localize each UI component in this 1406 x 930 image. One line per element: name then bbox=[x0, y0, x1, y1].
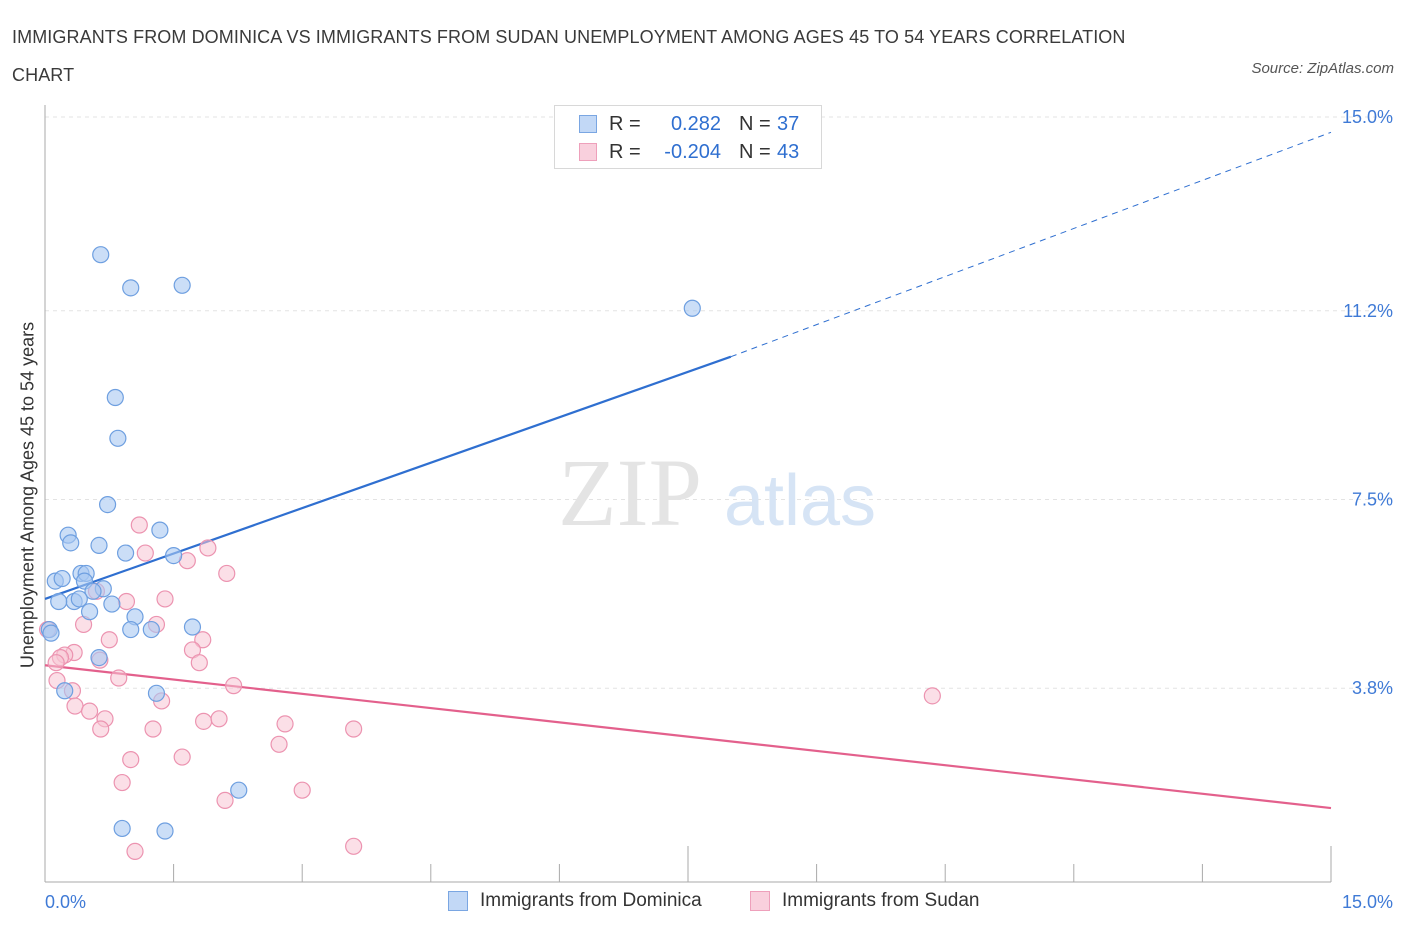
n-label: N = bbox=[739, 112, 771, 135]
watermark-zip: ZIP bbox=[558, 439, 702, 546]
trend-line-sudan bbox=[44, 664, 1332, 810]
data-point-dominica bbox=[165, 546, 183, 565]
data-point-dominica bbox=[109, 429, 127, 447]
data-point-dominica bbox=[62, 534, 80, 552]
legend-item-dominica[interactable]: Immigrants from Dominica bbox=[448, 890, 702, 912]
data-point-dominica bbox=[142, 620, 160, 639]
data-point-dominica bbox=[106, 388, 124, 407]
data-point-dominica bbox=[147, 684, 166, 702]
data-point-sudan bbox=[136, 544, 154, 562]
data-point-sudan bbox=[293, 781, 311, 799]
legend-label-sudan: Immigrants from Sudan bbox=[782, 890, 980, 911]
data-point-dominica bbox=[70, 590, 88, 608]
data-point-dominica bbox=[116, 544, 135, 562]
data-point-sudan bbox=[156, 590, 174, 608]
data-point-sudan bbox=[144, 720, 162, 738]
data-point-sudan bbox=[92, 720, 110, 738]
data-point-sudan bbox=[117, 592, 136, 611]
data-point-dominica bbox=[230, 781, 248, 799]
data-point-sudan bbox=[195, 712, 213, 730]
data-point-dominica bbox=[151, 521, 169, 539]
data-point-sudan bbox=[216, 791, 234, 810]
data-point-dominica bbox=[56, 682, 74, 700]
data-point-sudan bbox=[345, 837, 363, 855]
watermark-atlas: atlas bbox=[724, 461, 876, 541]
legend-row-sudan: R = -0.204 N = 43 bbox=[579, 140, 799, 164]
legend-swatch-dominica bbox=[448, 891, 468, 911]
data-point-dominica bbox=[84, 582, 102, 600]
data-point-sudan bbox=[130, 516, 148, 534]
data-point-sudan bbox=[173, 748, 191, 766]
data-point-sudan bbox=[345, 720, 363, 738]
r-label: R = bbox=[609, 140, 641, 163]
x-tick-label: 15.0% bbox=[1342, 892, 1393, 912]
data-point-dominica bbox=[53, 569, 71, 588]
data-point-sudan bbox=[122, 750, 140, 769]
data-point-sudan bbox=[276, 715, 294, 733]
data-point-dominica bbox=[103, 595, 121, 613]
data-point-sudan bbox=[210, 710, 228, 728]
legend-item-sudan[interactable]: Immigrants from Sudan bbox=[750, 890, 979, 912]
data-point-sudan bbox=[66, 697, 84, 715]
data-point-sudan bbox=[126, 842, 144, 861]
data-point-sudan bbox=[110, 669, 128, 687]
legend-swatch-dominica bbox=[579, 115, 597, 133]
gridlines bbox=[45, 116, 1391, 689]
data-point-sudan bbox=[80, 702, 99, 720]
x-tick-label: 0.0% bbox=[45, 892, 86, 912]
data-point-sudan bbox=[47, 654, 65, 672]
tick-labels: 3.8% 7.5% 11.2% 15.0% 0.0% 15.0% bbox=[45, 107, 1393, 912]
data-point-sudan bbox=[270, 735, 288, 753]
data-point-dominica bbox=[90, 536, 108, 555]
data-point-dominica bbox=[156, 822, 174, 840]
trend-line-dominica bbox=[44, 355, 732, 600]
trend-lines bbox=[44, 131, 1332, 810]
data-point-dominica bbox=[92, 246, 110, 264]
n-label: N = bbox=[739, 140, 771, 163]
legend-label-dominica: Immigrants from Dominica bbox=[480, 890, 702, 911]
data-point-dominica bbox=[183, 618, 202, 636]
correlation-legend: R = 0.282 N = 37 R = -0.204 N = 43 bbox=[554, 105, 822, 169]
legend-swatch-sudan bbox=[750, 891, 770, 911]
data-point-dominica bbox=[173, 276, 191, 294]
watermark: ZIP atlas bbox=[558, 439, 876, 546]
data-points bbox=[38, 246, 941, 861]
axes bbox=[44, 105, 1332, 883]
n-value: 43 bbox=[777, 140, 800, 163]
data-point-dominica bbox=[80, 603, 99, 621]
data-point-dominica bbox=[113, 819, 131, 838]
y-axis-label: Unemployment Among Ages 45 to 54 years bbox=[17, 321, 38, 669]
y-tick-label: 11.2% bbox=[1343, 301, 1393, 321]
source-label: Source: ZipAtlas.com bbox=[1251, 60, 1394, 77]
n-value: 37 bbox=[777, 112, 800, 135]
y-tick-label: 7.5% bbox=[1352, 490, 1393, 510]
data-point-sudan bbox=[225, 677, 243, 695]
trend-line-dominica-extension bbox=[730, 131, 1332, 358]
legend-swatch-sudan bbox=[579, 143, 597, 161]
data-point-sudan bbox=[100, 631, 118, 649]
y-tick-label: 15.0% bbox=[1342, 107, 1393, 127]
data-point-dominica bbox=[683, 299, 701, 317]
legend-row-dominica: R = 0.282 N = 37 bbox=[579, 112, 799, 136]
data-point-sudan bbox=[923, 687, 941, 705]
data-point-dominica bbox=[50, 592, 68, 611]
data-point-dominica bbox=[122, 279, 140, 297]
r-value: 0.282 bbox=[670, 112, 721, 135]
data-point-sudan bbox=[113, 773, 131, 792]
data-point-sudan bbox=[199, 539, 217, 557]
data-point-sudan bbox=[190, 654, 208, 672]
data-point-sudan bbox=[194, 631, 212, 649]
data-point-dominica bbox=[42, 624, 60, 642]
data-point-sudan bbox=[218, 564, 236, 583]
data-point-dominica bbox=[98, 496, 117, 514]
y-tick-label: 3.8% bbox=[1352, 678, 1393, 698]
r-label: R = bbox=[609, 112, 641, 135]
data-point-dominica bbox=[90, 648, 108, 667]
data-point-dominica bbox=[122, 620, 140, 639]
r-value: -0.204 bbox=[664, 140, 721, 163]
chart-title: IMMIGRANTS FROM DOMINICA VS IMMIGRANTS F… bbox=[12, 27, 1126, 85]
